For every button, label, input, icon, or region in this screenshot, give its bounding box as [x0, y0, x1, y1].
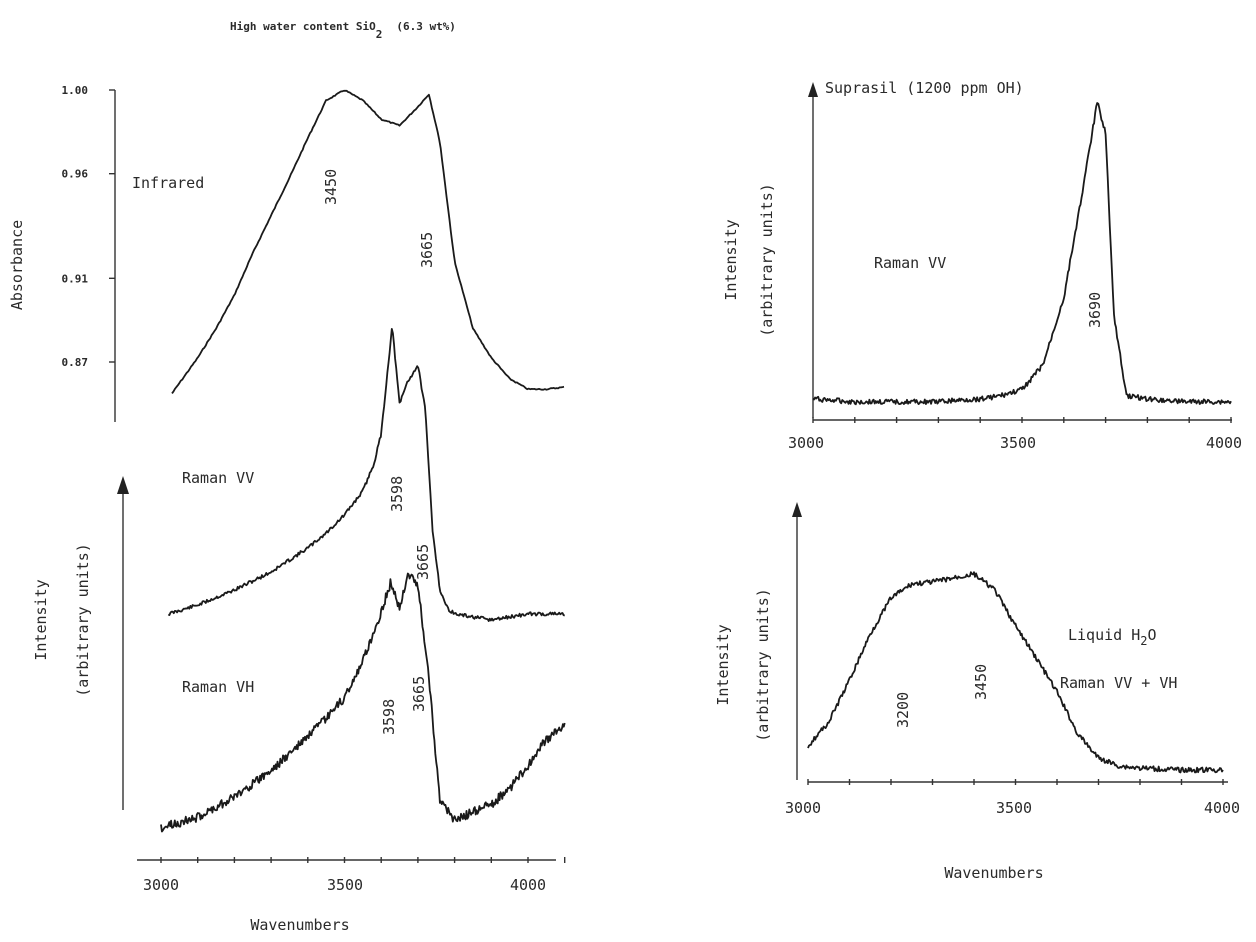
left-x-ticks [160, 857, 566, 863]
peak-label-vv-3598: 3598 [388, 476, 406, 512]
series-line-raman-vv [167, 328, 566, 622]
figure-title-suffix: (6.3 wt%) [396, 20, 456, 33]
left-xtick-3000: 3000 [143, 876, 179, 894]
rb-xtick-4000: 4000 [1204, 799, 1240, 817]
absorbance-tick-label: 1.00 [62, 84, 89, 97]
absorbance-tick-label: 0.96 [62, 168, 89, 181]
left-xtick-3500: 3500 [327, 876, 363, 894]
peak-label-vh-3665: 3665 [410, 676, 428, 712]
rb-x-label: Wavenumbers [944, 864, 1043, 882]
figure-title-subscript: 2 [376, 28, 383, 41]
suprasil-title: Suprasil (1200 ppm OH) [825, 79, 1024, 97]
series-label-suprasil-raman-vv: Raman VV [874, 254, 946, 272]
peak-label-vh-3598: 3598 [380, 699, 398, 735]
peak-label-ir-3665: 3665 [418, 232, 436, 268]
rt-x-ticks [812, 417, 1232, 423]
absorbance-tick-label: 0.91 [62, 272, 89, 285]
intensity-arrow-left [117, 476, 129, 494]
series-line-raman-vh [160, 572, 566, 833]
right-bottom-panel: Intensity (arbitrary units) 3000 3500 40… [714, 502, 1240, 882]
left-x-label: Wavenumbers [250, 916, 349, 934]
intensity-label-left-2: (arbitrary units) [74, 543, 92, 697]
absorbance-label: Absorbance [8, 220, 26, 310]
absorbance-tick-label: 0.87 [62, 356, 89, 369]
series-line-infrared [171, 89, 565, 394]
rt-xtick-3500: 3500 [1000, 434, 1036, 452]
intensity-label-rb-2: (arbitrary units) [754, 588, 772, 742]
figure-title-text: High water content SiO [230, 20, 376, 33]
right-top-panel: Intensity (arbitrary units) Suprasil (12… [722, 79, 1242, 452]
left-panel: 1.00 0.96 0.91 0.87 Absorbance Intensity (a… [8, 84, 566, 934]
rb-xtick-3000: 3000 [785, 799, 821, 817]
peak-label-vv-3665: 3665 [414, 544, 432, 580]
liquid-water-title: Liquid H2O [1068, 626, 1157, 648]
intensity-label-rt-1: Intensity [722, 219, 740, 300]
rt-xtick-3000: 3000 [788, 434, 824, 452]
left-xtick-4000: 4000 [510, 876, 546, 894]
intensity-label-rt-2: (arbitrary units) [758, 183, 776, 337]
intensity-arrow-right-top [808, 82, 818, 97]
rb-xtick-3500: 3500 [996, 799, 1032, 817]
rb-x-ticks [807, 779, 1224, 785]
series-label-raman-vv-vh: Raman VV + VH [1060, 674, 1177, 692]
intensity-label-rb-1: Intensity [714, 624, 732, 705]
rt-xtick-4000: 4000 [1206, 434, 1242, 452]
intensity-arrow-right-bottom [792, 502, 802, 517]
intensity-label-left-1: Intensity [32, 579, 50, 660]
series-line-liquid-water [807, 571, 1224, 774]
liquid-water-prefix: Liquid H [1068, 626, 1140, 644]
peak-label-water-3450: 3450 [972, 664, 990, 700]
peak-label-water-3200: 3200 [894, 692, 912, 728]
absorbance-ticks: 1.00 0.96 0.91 0.87 [62, 84, 115, 369]
series-line-suprasil-raman-vv [812, 102, 1232, 406]
peak-label-ir-3450: 3450 [322, 169, 340, 205]
series-label-infrared: Infrared [132, 174, 204, 192]
liquid-water-subscript: 2 [1140, 634, 1147, 648]
liquid-water-suffix: O [1147, 626, 1156, 644]
peak-label-suprasil-3690: 3690 [1086, 292, 1104, 328]
series-label-raman-vv: Raman VV [182, 469, 254, 487]
series-label-raman-vh: Raman VH [182, 678, 254, 696]
figure-title: High water content SiO2 (6.3 wt%) [230, 20, 456, 41]
